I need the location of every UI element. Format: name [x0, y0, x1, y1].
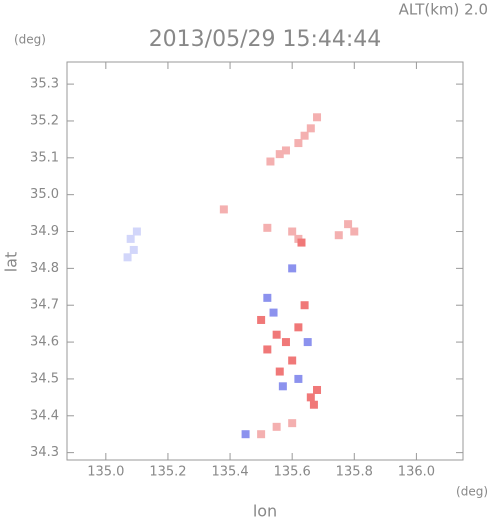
echo-point [288, 227, 297, 236]
x-axis-label: lon [253, 502, 277, 521]
echo-point [313, 113, 322, 122]
x-tick-label: 135.0 [87, 465, 124, 480]
echo-point [266, 157, 275, 166]
subtitle: ALT(km) 2.0 [399, 1, 488, 19]
y-tick-label: 35.0 [30, 187, 59, 202]
echo-point [219, 205, 228, 214]
echo-point [288, 264, 297, 273]
y-tick-label: 34.8 [30, 261, 59, 276]
echo-point [306, 393, 315, 402]
echo-point [306, 124, 315, 133]
echo-point [344, 220, 353, 229]
echo-point [257, 430, 266, 439]
y-tick-label: 35.2 [30, 113, 59, 128]
x-tick-label: 135.2 [149, 465, 186, 480]
echo-point [294, 323, 303, 332]
echo-point [297, 238, 306, 247]
echo-point [132, 227, 141, 236]
y-tick-label: 34.3 [30, 445, 59, 460]
chart-title: 2013/05/29 15:44:44 [149, 27, 382, 52]
echo-point [123, 253, 132, 262]
y-tick-label: 34.9 [30, 224, 59, 239]
echo-point [129, 245, 138, 254]
echo-point [300, 131, 309, 140]
x-tick-label: 135.4 [211, 465, 248, 480]
echo-point [263, 293, 272, 302]
echo-point [294, 374, 303, 383]
echo-point [334, 231, 343, 240]
echo-point [275, 367, 284, 376]
echo-point [272, 422, 281, 431]
plot-frame [66, 61, 464, 461]
y-unit: (deg) [14, 33, 46, 47]
echo-point [350, 227, 359, 236]
echo-point [257, 315, 266, 324]
echo-point [281, 338, 290, 347]
x-tick-label: 135.6 [274, 465, 311, 480]
echo-point [309, 400, 318, 409]
echo-point [263, 223, 272, 232]
y-tick-label: 35.1 [30, 150, 59, 165]
echo-point [300, 301, 309, 310]
x-tick-label: 136.0 [398, 465, 435, 480]
echo-point [263, 345, 272, 354]
echo-point [272, 330, 281, 339]
echo-point [281, 146, 290, 155]
x-tick-label: 135.8 [336, 465, 373, 480]
echo-point [303, 338, 312, 347]
echo-point [275, 150, 284, 159]
echo-point [278, 382, 287, 391]
y-tick-label: 34.7 [30, 298, 59, 313]
echo-point [126, 234, 135, 243]
y-tick-label: 34.6 [30, 335, 59, 350]
echo-point [294, 139, 303, 148]
echo-point [313, 385, 322, 394]
echo-point [241, 430, 250, 439]
y-tick-label: 35.3 [30, 77, 59, 92]
y-axis-label: lat [2, 252, 21, 273]
x-unit: (deg) [456, 485, 488, 499]
y-tick-label: 34.5 [30, 371, 59, 386]
echo-point [269, 308, 278, 317]
y-tick-label: 34.4 [30, 408, 59, 423]
echo-point [288, 419, 297, 428]
echo-point [288, 356, 297, 365]
